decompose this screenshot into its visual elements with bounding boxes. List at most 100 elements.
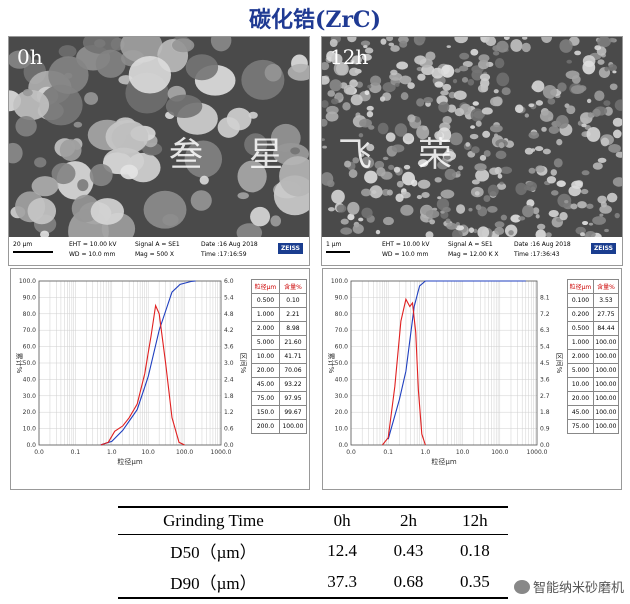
sem-particle xyxy=(359,118,372,128)
y-tick-label: 10.0 xyxy=(335,426,349,433)
sem-particle xyxy=(128,55,172,94)
sem-particle xyxy=(604,228,609,233)
sem-particle xyxy=(335,62,349,76)
table-row: 20.00 100.00 xyxy=(567,391,620,406)
sem-particle xyxy=(521,42,531,53)
table-row: 75.00 97.95 xyxy=(251,391,308,406)
x-tick-label: 0.1 xyxy=(383,449,393,456)
sem-particle xyxy=(545,232,552,237)
sem-particle xyxy=(394,123,408,137)
sem-particle xyxy=(553,158,563,168)
y-tick-label: 90.0 xyxy=(335,294,349,301)
table-cell: 97.95 xyxy=(278,391,308,406)
watermark-char: 飞 xyxy=(338,135,372,175)
y-tick-label: 30.0 xyxy=(23,393,37,400)
sem-particle xyxy=(336,204,347,213)
time-stamp-label: Time :17:36:43 xyxy=(514,251,560,258)
table-cell: 100.00 xyxy=(592,377,620,392)
x-tick-label: 1.0 xyxy=(107,449,117,456)
sem-particle xyxy=(73,121,83,128)
y2-tick-label: 3.0 xyxy=(224,360,234,367)
sem-particle xyxy=(587,112,594,118)
sem-particle xyxy=(416,98,425,107)
y2-tick-label: 4.8 xyxy=(224,311,234,318)
date-label: Date :16 Aug 2018 xyxy=(514,241,571,248)
y2-tick-label: 3.6 xyxy=(540,376,550,383)
sem-particle xyxy=(370,75,382,86)
sem-particle xyxy=(379,96,386,102)
table-cell: 5.000 xyxy=(567,363,594,378)
x-tick-label: 0.0 xyxy=(34,449,44,456)
y2-tick-label: 6.0 xyxy=(224,278,234,285)
sem-particle xyxy=(15,116,37,137)
sem-particle xyxy=(375,229,381,235)
sem-particle xyxy=(90,198,125,225)
sem-particle xyxy=(442,83,452,91)
sem-particle xyxy=(329,38,338,48)
sem-particle xyxy=(612,117,622,127)
page-title: 碳化锆(ZrC) xyxy=(249,7,381,33)
sem-particle xyxy=(407,82,415,89)
sem-particle xyxy=(366,105,374,111)
sem-particle xyxy=(498,142,505,149)
sem-particle xyxy=(471,146,480,154)
sem-particle xyxy=(190,190,212,211)
sem-particle xyxy=(322,100,329,108)
sem-particle xyxy=(340,227,353,235)
y-tick-label: 70.0 xyxy=(23,327,37,334)
sem-particle xyxy=(442,206,451,213)
sem-particle xyxy=(348,169,358,178)
sem-particle xyxy=(570,85,585,94)
sem-particle xyxy=(500,214,508,221)
sem-particle xyxy=(494,133,499,138)
sem-particle xyxy=(475,204,482,211)
sem-time-label: 12h xyxy=(330,45,369,69)
sem-particle xyxy=(480,84,489,93)
sem-particle xyxy=(582,60,596,75)
wechat-icon xyxy=(513,579,530,594)
time-stamp-label: Time :17:16:59 xyxy=(201,251,247,258)
sem-particle xyxy=(322,138,325,141)
sem-particle xyxy=(564,199,569,204)
sem-particle xyxy=(322,75,330,85)
table-row: 0.100 3.53 xyxy=(567,293,620,308)
signal-label: Signal A = SE1 xyxy=(135,241,180,248)
sem-particle xyxy=(456,170,461,175)
table-row: 1.000 2.21 xyxy=(251,307,308,322)
eht-label: EHT = 10.00 kV xyxy=(382,241,430,248)
table-cell: 5.000 xyxy=(251,335,280,350)
signal-label: Signal A = SE1 xyxy=(448,241,493,248)
sem-particle xyxy=(570,203,578,210)
y2-tick-label: 1.8 xyxy=(224,393,234,400)
sem-particle xyxy=(465,142,471,147)
sem-particle xyxy=(425,209,440,219)
table-cell: 10.00 xyxy=(567,377,594,392)
sem-particle xyxy=(416,194,423,200)
table-cell: 200.0 xyxy=(251,419,280,434)
sem-particle xyxy=(440,189,455,199)
sem-particle xyxy=(483,150,491,157)
x-tick-label: 100.0 xyxy=(176,449,193,456)
sem-particle xyxy=(328,207,335,212)
sem-particle xyxy=(369,185,383,199)
sem-particle xyxy=(493,89,499,94)
sem-particle xyxy=(120,164,139,180)
sem-particle xyxy=(322,61,330,71)
sem-particle xyxy=(473,228,478,234)
y-tick-label: 40.0 xyxy=(335,376,349,383)
sem-particle xyxy=(84,92,99,105)
sem-particle xyxy=(349,79,358,88)
cell: 12.4 xyxy=(327,540,357,560)
sem-particle xyxy=(453,90,467,101)
x-tick-label: 10.0 xyxy=(142,449,156,456)
x-tick-label: 10.0 xyxy=(456,449,470,456)
sem-particle xyxy=(494,166,502,175)
sem-particle xyxy=(331,53,343,65)
summary-table: Grinding Time 0h 2h 12h D50（µm） 12.4 0.4… xyxy=(118,506,508,599)
psd-panel-0h: 0.0 10.0 20.0 30.0 40.0 50.0 60.0 70.0 80.0 90.0 1… xyxy=(10,268,310,490)
table-cell: 20.00 xyxy=(567,391,594,406)
y-tick-label: 50.0 xyxy=(335,360,349,367)
wechat-watermark: 智能纳米砂磨机 xyxy=(513,577,624,596)
x-tick-label: 1.0 xyxy=(421,449,431,456)
sem-particle xyxy=(347,37,357,43)
